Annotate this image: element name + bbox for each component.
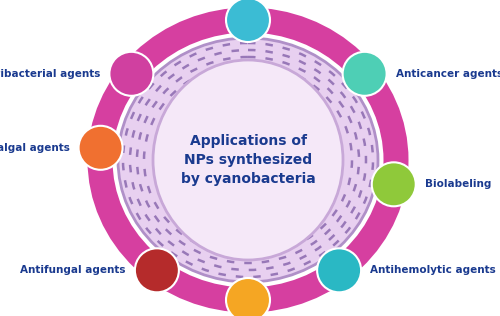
Circle shape (317, 248, 361, 292)
Circle shape (342, 52, 386, 96)
Circle shape (110, 52, 154, 96)
Ellipse shape (153, 60, 343, 260)
Circle shape (78, 126, 122, 170)
Ellipse shape (118, 38, 378, 282)
Text: Antialgal agents: Antialgal agents (0, 143, 70, 153)
Text: Biolabeling: Biolabeling (425, 179, 491, 189)
Text: Antifungal agents: Antifungal agents (20, 265, 126, 275)
Text: Applications of
NPs synthesized
by cyanobacteria: Applications of NPs synthesized by cyano… (180, 133, 316, 186)
Circle shape (372, 162, 416, 206)
Text: Anticancer agents: Anticancer agents (396, 69, 500, 79)
Text: Antibacterial agents: Antibacterial agents (0, 69, 100, 79)
Text: Antihemolytic agents: Antihemolytic agents (370, 265, 496, 275)
Circle shape (226, 0, 270, 42)
Circle shape (135, 248, 179, 292)
Circle shape (226, 278, 270, 316)
